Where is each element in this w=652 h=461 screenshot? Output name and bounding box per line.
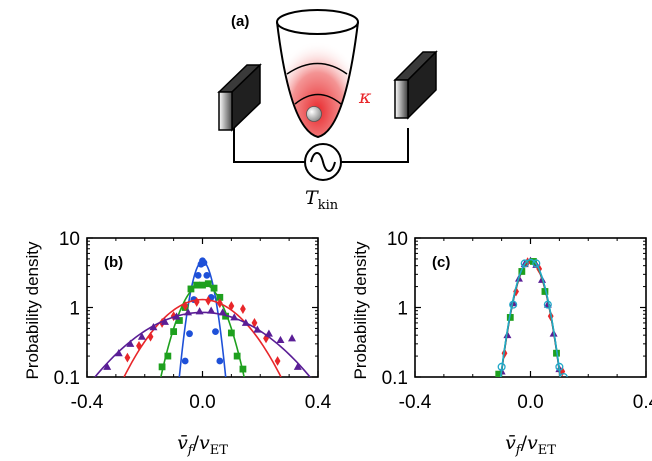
- data-point: [241, 318, 250, 326]
- data-point: [559, 372, 568, 377]
- data-point: [205, 295, 212, 306]
- data-point: [176, 317, 183, 324]
- data-point: [195, 307, 204, 315]
- circuit-wire-right: [341, 128, 409, 163]
- data-point: [520, 259, 529, 268]
- fit-curve: [499, 258, 562, 377]
- data-point: [160, 317, 169, 325]
- data-point: [181, 357, 189, 365]
- data-point: [274, 356, 281, 366]
- data-point: [137, 332, 146, 340]
- data-point: [164, 352, 172, 360]
- data-point: [207, 306, 216, 314]
- data-point: [193, 297, 200, 307]
- y-tick-label: 10: [387, 229, 408, 250]
- data-point: [158, 363, 166, 371]
- x-tick-label: 0.0: [517, 392, 543, 413]
- left-electrode: [217, 63, 262, 132]
- data-point: [210, 284, 218, 292]
- panel-label: (c): [432, 254, 450, 271]
- data-point: [240, 304, 246, 314]
- data-point: [216, 298, 223, 309]
- data-point: [186, 330, 193, 338]
- data-point: [497, 362, 506, 371]
- right-electrode: [393, 50, 438, 120]
- panel-b-chart: -0.4 0.0 0.4 0.1 1 10 Probability density v̄f/v…: [23, 229, 332, 458]
- data-point: [124, 352, 131, 363]
- x-axis-label: v̄f/vET: [177, 432, 228, 458]
- data-point: [149, 323, 158, 331]
- y-tick-label: 0.1: [54, 368, 80, 389]
- data-point: [230, 313, 239, 321]
- data-point: [200, 259, 208, 267]
- kappa-label: κ: [358, 86, 372, 108]
- data-point: [532, 259, 541, 268]
- data-point: [172, 312, 181, 320]
- data-point: [264, 329, 273, 337]
- data-point: [216, 293, 224, 301]
- panel-a-label: (a): [231, 13, 249, 30]
- y-tick-label: 0.1: [382, 368, 408, 389]
- x-tick-label: 0.4: [633, 392, 652, 413]
- series-2: [123, 295, 282, 377]
- data-point: [233, 352, 241, 360]
- fit-curve: [123, 298, 282, 377]
- data-point: [194, 271, 202, 279]
- data-point: [199, 281, 206, 289]
- data-point: [184, 308, 193, 316]
- data-point: [147, 331, 154, 342]
- panel-label: (b): [104, 254, 123, 271]
- circuit-wire: [233, 121, 305, 163]
- series-3: [94, 306, 311, 377]
- x-tick-label: -0.4: [399, 392, 432, 413]
- panel-a-schematic: (a) κ Tkin: [217, 9, 438, 213]
- series-3: [497, 258, 568, 377]
- data-point: [103, 362, 112, 370]
- data-point: [251, 318, 258, 328]
- data-point: [182, 301, 189, 311]
- data-point: [541, 288, 549, 295]
- data-point: [495, 370, 503, 377]
- data-point: [136, 341, 142, 351]
- temperature-subscript: kin: [318, 198, 339, 213]
- x-tick-label: -0.4: [71, 392, 104, 413]
- data-point: [170, 328, 178, 336]
- data-point: [276, 335, 285, 344]
- data-point: [193, 281, 201, 289]
- ion-ball: [306, 106, 322, 122]
- data-point: [203, 271, 211, 279]
- y-axis-label: Probability density: [351, 241, 370, 379]
- data-point: [239, 365, 247, 373]
- data-point: [126, 339, 135, 347]
- data-point: [543, 300, 552, 309]
- data-point: [218, 308, 227, 316]
- data-point: [114, 349, 123, 357]
- data-point: [228, 301, 235, 311]
- data-point: [293, 362, 302, 370]
- ac-source-icon: [304, 143, 342, 181]
- x-tick-label: 0.4: [305, 392, 332, 413]
- data-point: [288, 334, 297, 342]
- data-point: [212, 328, 219, 336]
- data-point: [227, 329, 235, 337]
- fit-curve: [94, 311, 311, 377]
- trap-potential-bowl: [276, 9, 359, 139]
- data-point: [204, 280, 212, 288]
- series-0: [178, 257, 227, 377]
- data-point: [555, 362, 564, 371]
- data-point: [509, 300, 518, 309]
- data-point: [216, 357, 224, 365]
- data-point: [187, 285, 195, 293]
- y-tick-label: 10: [59, 229, 80, 250]
- y-axis-label: Probability density: [23, 241, 42, 379]
- y-tick-label: 1: [69, 299, 80, 320]
- data-point: [253, 325, 262, 333]
- panel-c-chart: -0.4 0.0 0.4 0.1 1 10 Probability density v̄f/v…: [351, 229, 652, 458]
- x-tick-label: 0.0: [189, 392, 215, 413]
- y-tick-label: 1: [397, 299, 408, 320]
- series-1: [158, 280, 247, 377]
- temperature-label: Tkin: [305, 187, 339, 213]
- x-axis-label: v̄f/vET: [505, 432, 556, 458]
